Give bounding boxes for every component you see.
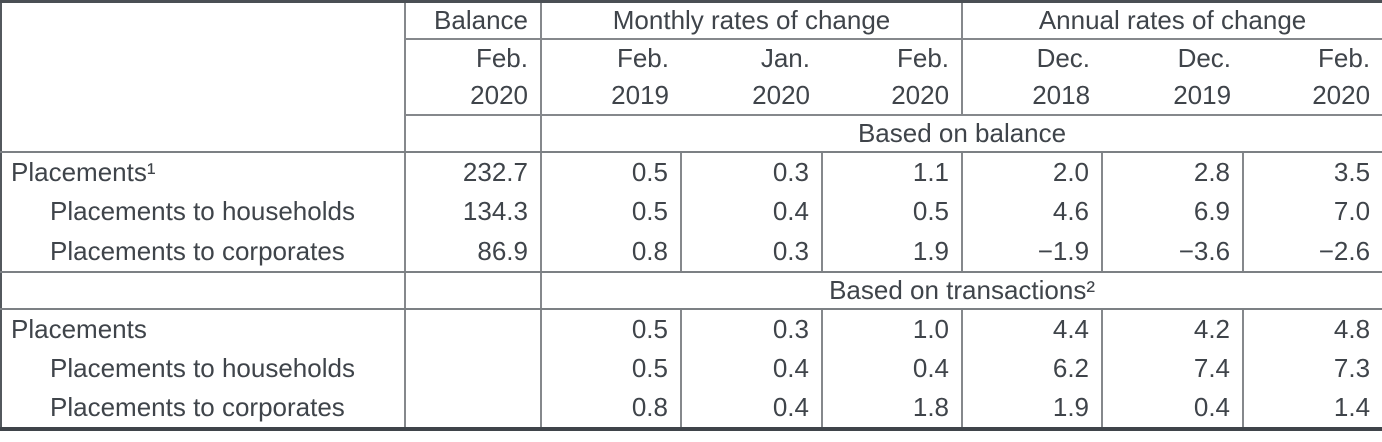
- period-month: Dec.: [1177, 42, 1232, 73]
- section-band-row: Based on balance: [1, 114, 1382, 153]
- value-cell: 0.8: [541, 231, 682, 273]
- period-year: 2020: [891, 79, 950, 110]
- balance-value: 86.9: [405, 231, 542, 273]
- value-cell: 0.4: [681, 191, 823, 232]
- table-row: Placements to corporates 86.9 0.8 0.3 1.…: [1, 231, 1382, 273]
- row-label: Placements¹: [1, 151, 406, 192]
- section-band-row: Based on transactions²: [1, 271, 1382, 310]
- value-cell: 2.8: [1102, 151, 1245, 192]
- header-group-row: Balance Monthly rates of change Annual r…: [1, 1, 1382, 40]
- row-label: Placements: [1, 308, 406, 349]
- value-cell: 7.0: [1243, 191, 1382, 232]
- value-cell: −2.6: [1243, 231, 1382, 273]
- value-cell: 1.4: [1243, 388, 1382, 429]
- period-month: Feb.: [616, 42, 669, 73]
- value-cell: 0.4: [681, 348, 823, 389]
- value-cell: 0.3: [681, 308, 823, 349]
- row-label: Placements to households: [1, 191, 406, 232]
- period-balance: Feb. 2020: [405, 38, 542, 116]
- table-row: Placements to households 134.3 0.5 0.4 0…: [1, 191, 1382, 232]
- empty-label-cell: [1, 114, 406, 153]
- value-cell: 0.3: [681, 231, 823, 273]
- row-label: Placements to households: [1, 348, 406, 389]
- table-row: Placements 0.5 0.3 1.0 4.4 4.2 4.8: [1, 308, 1382, 349]
- value-cell: 0.4: [822, 348, 964, 389]
- value-cell: 7.3: [1243, 348, 1382, 389]
- value-cell: 6.2: [962, 348, 1104, 389]
- value-cell: −3.6: [1102, 231, 1245, 273]
- value-cell: 4.4: [962, 308, 1104, 349]
- value-cell: 0.3: [681, 151, 823, 192]
- empty-balance-cell: [405, 114, 542, 153]
- row-label: Placements to corporates: [1, 388, 406, 429]
- table-row: Placements to corporates 0.8 0.4 1.8 1.9…: [1, 388, 1382, 429]
- value-cell: 1.9: [962, 388, 1104, 429]
- empty-label-cell: [1, 271, 406, 310]
- balance-value: [405, 388, 542, 429]
- value-cell: 0.5: [541, 308, 682, 349]
- period-year: 2018: [1032, 79, 1091, 110]
- value-cell: 0.8: [541, 388, 682, 429]
- period-year: 2020: [752, 79, 810, 110]
- period-year: 2020: [1312, 79, 1371, 110]
- table-row: Placements¹ 232.7 0.5 0.3 1.1 2.0 2.8 3.…: [1, 151, 1382, 192]
- balance-value: 134.3: [405, 191, 542, 232]
- empty-label-cell: [1, 38, 406, 115]
- table-row: Placements to households 0.5 0.4 0.4 6.2…: [1, 348, 1382, 389]
- period-annual-3: Feb. 2020: [1243, 38, 1382, 116]
- value-cell: 0.5: [541, 151, 682, 192]
- period-month: Dec.: [1036, 42, 1091, 73]
- value-cell: 1.8: [822, 388, 964, 429]
- value-cell: 0.5: [541, 348, 682, 389]
- row-label: Placements to corporates: [1, 231, 406, 273]
- corner-empty-cell: [1, 1, 406, 39]
- period-month: Jan.: [760, 42, 810, 73]
- period-monthly-2: Jan. 2020: [681, 38, 822, 116]
- balance-value: [405, 348, 542, 389]
- period-monthly-3: Feb. 2020: [822, 38, 964, 116]
- period-monthly-1: Feb. 2019: [541, 38, 681, 116]
- period-year: 2019: [1173, 79, 1232, 110]
- value-cell: 0.4: [681, 388, 823, 429]
- balance-value: 232.7: [405, 151, 542, 192]
- value-cell: 1.0: [822, 308, 964, 349]
- value-cell: 0.5: [541, 191, 682, 232]
- empty-balance-cell: [405, 271, 542, 310]
- placements-rates-table: Balance Monthly rates of change Annual r…: [0, 0, 1382, 431]
- period-annual-1: Dec. 2018: [962, 38, 1103, 116]
- balance-value: [405, 308, 542, 349]
- period-month: Feb.: [475, 42, 528, 73]
- value-cell: 6.9: [1102, 191, 1245, 232]
- period-month: Feb.: [897, 42, 950, 73]
- section-band-label: Based on balance: [541, 114, 1382, 153]
- section-band-label: Based on transactions²: [541, 271, 1382, 310]
- value-cell: 4.2: [1102, 308, 1245, 349]
- annual-group-header: Annual rates of change: [962, 1, 1382, 40]
- period-month: Feb.: [1318, 42, 1371, 73]
- value-cell: 0.5: [822, 191, 964, 232]
- value-cell: 0.4: [1102, 388, 1245, 429]
- value-cell: 7.4: [1102, 348, 1245, 389]
- period-year: 2020: [470, 79, 528, 110]
- value-cell: 1.9: [822, 231, 964, 273]
- monthly-group-header: Monthly rates of change: [541, 1, 964, 40]
- value-cell: 2.0: [962, 151, 1104, 192]
- value-cell: 1.1: [822, 151, 964, 192]
- value-cell: 4.6: [962, 191, 1104, 232]
- value-cell: 4.8: [1243, 308, 1382, 349]
- header-period-row: Feb. 2020 Feb. 2019 Jan. 2020 Feb. 2020 …: [1, 38, 1382, 116]
- value-cell: −1.9: [962, 231, 1104, 273]
- value-cell: 3.5: [1243, 151, 1382, 192]
- period-year: 2019: [611, 79, 669, 110]
- period-annual-2: Dec. 2019: [1102, 38, 1244, 116]
- balance-group-header: Balance: [405, 1, 542, 40]
